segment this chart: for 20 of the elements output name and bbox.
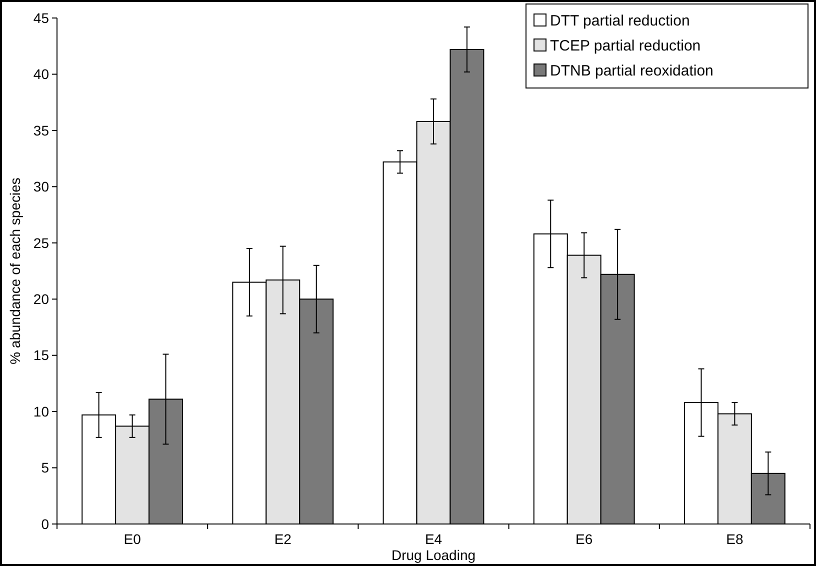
legend-label: DTNB partial reoxidation <box>550 62 714 80</box>
y-axis-title: % abundance of each species <box>7 178 23 364</box>
legend-label: DTT partial reduction <box>550 12 690 30</box>
x-tick-label: E4 <box>424 531 442 547</box>
y-tick-label: 45 <box>33 10 50 26</box>
x-axis-title: Drug Loading <box>391 547 476 563</box>
y-tick-label: 30 <box>33 178 50 195</box>
y-tick-label: 5 <box>41 460 50 476</box>
x-tick-label: E2 <box>274 531 292 547</box>
y-tick-label: 25 <box>33 234 50 251</box>
y-tick-label: 0 <box>41 516 50 532</box>
y-tick-label: 15 <box>33 347 50 364</box>
x-tick-label: E6 <box>576 531 593 547</box>
x-tick-label: E8 <box>726 531 744 547</box>
y-tick-label: 40 <box>33 66 50 82</box>
y-tick-label: 10 <box>33 403 50 420</box>
y-tick-label: 20 <box>33 291 50 308</box>
y-tick-label: 35 <box>33 122 50 138</box>
legend-label: TCEP partial reduction <box>550 37 701 54</box>
x-tick-label: E0 <box>124 531 142 547</box>
